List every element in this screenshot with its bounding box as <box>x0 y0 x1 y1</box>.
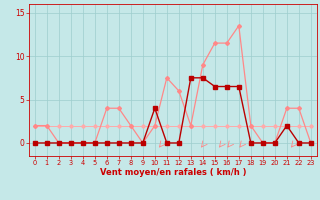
X-axis label: Vent moyen/en rafales ( km/h ): Vent moyen/en rafales ( km/h ) <box>100 168 246 177</box>
